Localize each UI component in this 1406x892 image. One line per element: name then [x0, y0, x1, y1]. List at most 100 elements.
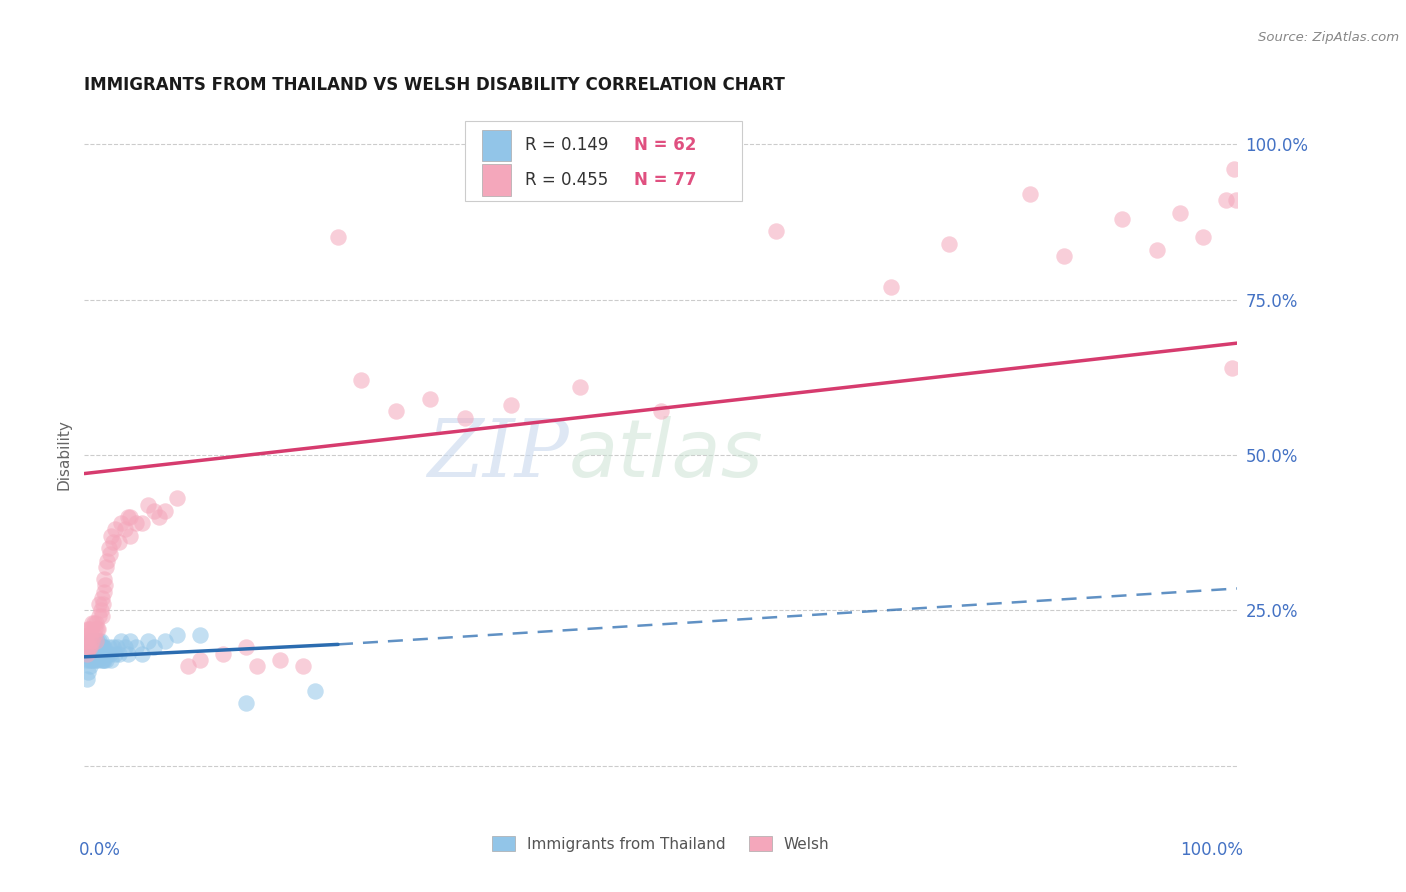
Point [110, 634, 132, 648]
Point [136, 634, 159, 648]
Point [87, 640, 110, 655]
Point [86, 647, 108, 661]
Text: 100.0%: 100.0% [1180, 841, 1243, 859]
Point [114, 523, 136, 537]
Point [1111, 211, 1133, 226]
Point [90, 653, 112, 667]
Point [82, 640, 104, 655]
Point [79, 634, 101, 648]
Point [96, 647, 118, 661]
Point [77, 640, 100, 655]
Point [136, 498, 159, 512]
Point [120, 634, 142, 648]
Point [384, 404, 406, 418]
Point [1225, 193, 1247, 207]
Point [1146, 243, 1168, 257]
Point [83, 622, 105, 636]
Point [103, 640, 124, 655]
Text: R = 0.455: R = 0.455 [524, 171, 607, 189]
FancyBboxPatch shape [482, 164, 510, 195]
Point [148, 510, 170, 524]
Point [246, 659, 269, 673]
Point [131, 647, 153, 661]
Point [90, 609, 112, 624]
Point [89, 597, 111, 611]
Point [90, 640, 112, 655]
Point [84, 634, 107, 648]
Point [1215, 193, 1237, 207]
Text: N = 62: N = 62 [634, 136, 697, 154]
Point [80, 640, 103, 655]
FancyBboxPatch shape [482, 129, 510, 161]
Point [153, 634, 176, 648]
Point [1053, 249, 1076, 263]
Point [97, 640, 120, 655]
Point [80, 634, 103, 648]
Point [125, 516, 148, 531]
Point [117, 510, 139, 524]
Text: Source: ZipAtlas.com: Source: ZipAtlas.com [1258, 31, 1399, 45]
Point [93, 572, 115, 586]
Point [269, 653, 291, 667]
Point [75, 653, 97, 667]
Point [98, 647, 121, 661]
Point [77, 653, 100, 667]
Point [142, 640, 165, 655]
Point [114, 640, 136, 655]
Point [87, 622, 110, 636]
Point [91, 597, 114, 611]
Point [96, 559, 118, 574]
Point [177, 659, 200, 673]
Point [419, 392, 441, 406]
Point [120, 510, 142, 524]
Point [84, 615, 107, 630]
Point [97, 541, 120, 555]
Point [89, 647, 111, 661]
Text: IMMIGRANTS FROM THAILAND VS WELSH DISABILITY CORRELATION CHART: IMMIGRANTS FROM THAILAND VS WELSH DISABI… [84, 77, 785, 95]
Text: ZIP: ZIP [427, 417, 568, 493]
Text: 0.0%: 0.0% [79, 841, 121, 859]
Point [79, 659, 101, 673]
Point [1191, 230, 1213, 244]
Point [880, 280, 903, 294]
Point [100, 529, 122, 543]
Point [93, 653, 115, 667]
Point [76, 628, 98, 642]
Point [120, 529, 142, 543]
Point [83, 653, 105, 667]
Point [125, 640, 148, 655]
Point [83, 640, 105, 655]
Point [82, 653, 104, 667]
Point [96, 653, 118, 667]
Point [76, 647, 98, 661]
Point [86, 634, 108, 648]
Point [80, 634, 103, 648]
Point [100, 653, 122, 667]
Text: N = 77: N = 77 [634, 171, 697, 189]
Point [84, 653, 107, 667]
Point [80, 653, 103, 667]
Point [188, 628, 211, 642]
Point [96, 553, 118, 567]
Point [304, 684, 326, 698]
Point [326, 230, 349, 244]
Point [765, 224, 787, 238]
Point [499, 398, 522, 412]
Point [76, 640, 98, 655]
Point [79, 628, 101, 642]
Point [83, 647, 105, 661]
Point [76, 647, 98, 661]
Point [1168, 205, 1191, 219]
Point [79, 647, 101, 661]
Y-axis label: Disability: Disability [56, 419, 72, 491]
Point [94, 647, 117, 661]
Point [235, 697, 257, 711]
Point [938, 236, 960, 251]
Point [104, 647, 127, 661]
Point [93, 640, 115, 655]
Point [83, 647, 105, 661]
Point [103, 534, 124, 549]
Point [83, 628, 105, 642]
Point [83, 634, 105, 648]
Point [108, 647, 131, 661]
